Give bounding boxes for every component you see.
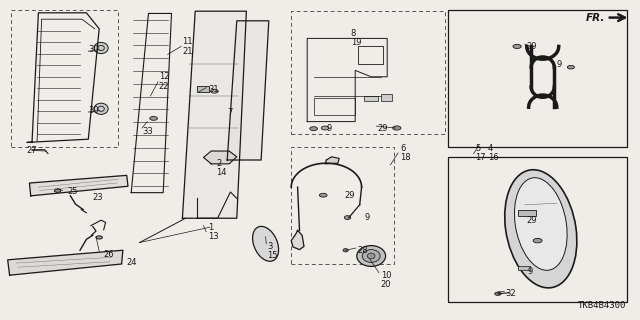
Text: 24: 24: [127, 258, 137, 267]
Bar: [291, 11, 445, 134]
Text: 19: 19: [351, 38, 361, 47]
Text: 5: 5: [475, 144, 480, 153]
Text: 26: 26: [104, 250, 115, 259]
Polygon shape: [325, 157, 339, 164]
Bar: [448, 10, 627, 147]
Text: 22: 22: [159, 82, 169, 91]
Bar: [364, 96, 378, 101]
Text: 29: 29: [526, 42, 536, 51]
Polygon shape: [227, 21, 269, 160]
Ellipse shape: [513, 44, 521, 48]
Bar: [358, 46, 383, 64]
Polygon shape: [291, 230, 304, 250]
Ellipse shape: [533, 238, 542, 243]
Text: 1: 1: [208, 223, 213, 232]
Ellipse shape: [319, 193, 327, 197]
Text: 32: 32: [506, 289, 516, 298]
Text: 3: 3: [268, 242, 273, 251]
Polygon shape: [8, 250, 123, 275]
Ellipse shape: [54, 189, 61, 192]
Ellipse shape: [96, 236, 102, 239]
Text: 30: 30: [88, 106, 99, 115]
Text: 4: 4: [488, 144, 493, 153]
Bar: [518, 266, 530, 270]
Text: 9: 9: [528, 268, 533, 276]
Text: TKB4B4300: TKB4B4300: [577, 301, 626, 310]
Bar: [518, 210, 536, 216]
Bar: [197, 86, 209, 92]
Ellipse shape: [94, 43, 108, 54]
Ellipse shape: [362, 250, 380, 262]
Bar: [11, 10, 118, 147]
Ellipse shape: [150, 116, 157, 120]
Text: 29: 29: [344, 191, 355, 200]
Ellipse shape: [321, 126, 329, 130]
Text: 29: 29: [378, 124, 388, 132]
Text: 9: 9: [365, 213, 370, 222]
Text: 2: 2: [216, 159, 221, 168]
Text: 14: 14: [216, 168, 227, 177]
Ellipse shape: [211, 89, 218, 93]
Text: 21: 21: [182, 47, 193, 56]
Text: 9: 9: [557, 60, 562, 69]
Ellipse shape: [310, 127, 317, 131]
Text: 17: 17: [475, 153, 486, 162]
Text: 9: 9: [326, 124, 332, 132]
Text: 12: 12: [159, 72, 169, 81]
Bar: [314, 98, 355, 115]
Polygon shape: [204, 151, 237, 164]
Bar: [381, 94, 392, 101]
Ellipse shape: [94, 103, 108, 115]
Text: 16: 16: [488, 153, 499, 162]
Polygon shape: [29, 175, 128, 196]
Text: 6: 6: [400, 144, 405, 153]
Text: 10: 10: [381, 271, 391, 280]
Ellipse shape: [495, 292, 501, 295]
Ellipse shape: [344, 216, 351, 220]
Ellipse shape: [343, 249, 348, 252]
Polygon shape: [182, 11, 246, 218]
Text: 18: 18: [400, 153, 411, 162]
Bar: [448, 157, 627, 302]
Ellipse shape: [253, 226, 278, 261]
Text: 27: 27: [27, 146, 38, 155]
Ellipse shape: [568, 66, 575, 69]
Text: FR.: FR.: [586, 12, 605, 23]
Ellipse shape: [357, 246, 385, 266]
Ellipse shape: [367, 253, 375, 259]
Text: 29: 29: [526, 216, 536, 225]
Text: 20: 20: [381, 280, 391, 289]
Text: 25: 25: [67, 187, 77, 196]
Text: 23: 23: [93, 193, 104, 202]
Text: 33: 33: [142, 127, 153, 136]
Bar: [291, 147, 394, 264]
Text: 11: 11: [182, 37, 193, 46]
Ellipse shape: [505, 170, 577, 288]
Text: 13: 13: [208, 232, 219, 241]
Text: 15: 15: [268, 251, 278, 260]
Text: 31: 31: [208, 85, 219, 94]
Text: 30: 30: [88, 45, 99, 54]
Text: 7: 7: [227, 108, 232, 116]
Ellipse shape: [393, 126, 401, 130]
Text: 8: 8: [351, 29, 356, 38]
Ellipse shape: [515, 178, 567, 270]
Text: 28: 28: [357, 246, 368, 255]
